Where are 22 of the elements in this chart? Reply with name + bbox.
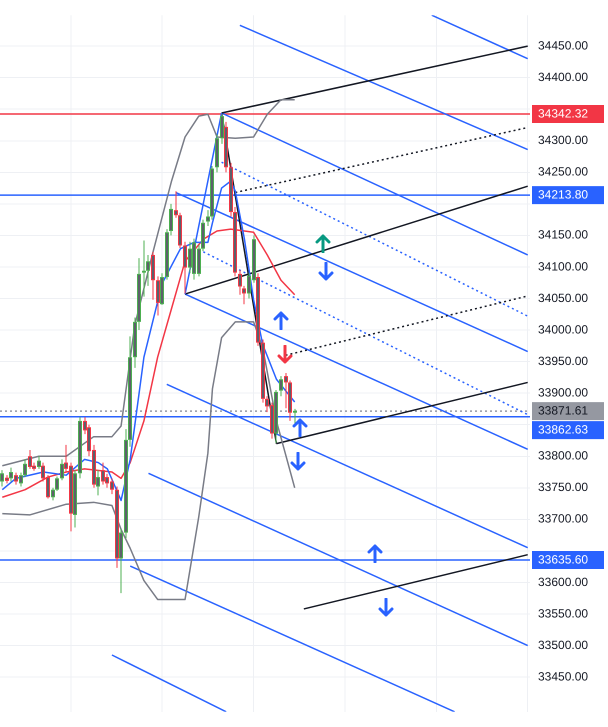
- y-tick-label: 33500.00: [538, 638, 588, 652]
- ref-line-label: 33871.61: [538, 403, 588, 418]
- y-tick-label: 34450.00: [538, 38, 588, 52]
- y-tick-label: 33550.00: [538, 606, 588, 620]
- ref-line-label: 33635.60: [538, 552, 588, 566]
- y-tick-label: 34250.00: [538, 164, 588, 179]
- y-tick-label: 33950.00: [538, 354, 588, 368]
- ref-line-label: 34213.80: [538, 187, 588, 202]
- y-tick-label: 34050.00: [538, 290, 588, 305]
- y-tick-label: 33800.00: [538, 448, 588, 463]
- ref-line-label: 34342.32: [538, 106, 588, 120]
- ref-line-label: 33862.63: [538, 422, 588, 436]
- y-tick-label: 34400.00: [538, 70, 588, 84]
- y-tick-label: 33700.00: [538, 512, 588, 526]
- y-tick-label: 33900.00: [538, 385, 588, 400]
- y-tick-label: 34100.00: [538, 259, 588, 274]
- y-tick-label: 34300.00: [538, 133, 588, 148]
- y-tick-label: 34000.00: [538, 322, 588, 336]
- y-tick-label: 34150.00: [538, 228, 588, 242]
- y-tick-label: 33450.00: [538, 669, 588, 684]
- y-tick-label: 33750.00: [538, 480, 588, 494]
- y-tick-label: 33600.00: [538, 574, 588, 589]
